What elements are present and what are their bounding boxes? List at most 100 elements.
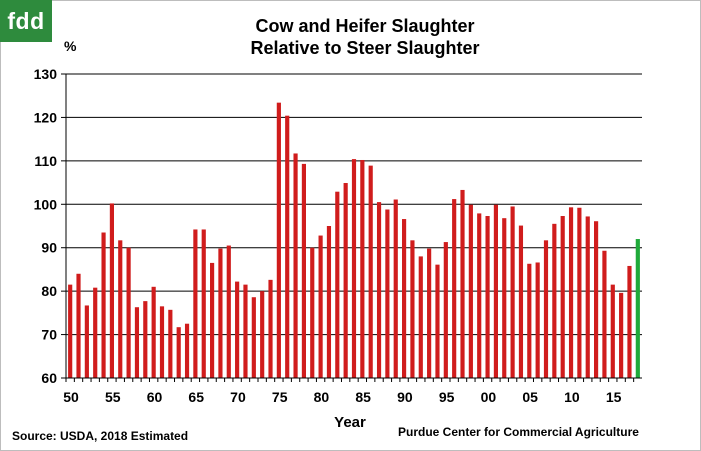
bar-1950 xyxy=(68,284,73,378)
y-tick-label: 120 xyxy=(34,109,58,125)
logo-text: fdd xyxy=(7,7,45,34)
bar-1952 xyxy=(84,305,89,378)
x-tick-label: 50 xyxy=(63,389,79,405)
bar-1951 xyxy=(76,273,81,378)
chart-title-line2: Relative to Steer Slaughter xyxy=(250,38,480,58)
x-tick-label: 00 xyxy=(481,389,497,405)
bar-1989 xyxy=(393,199,398,378)
y-tick-label: 70 xyxy=(41,327,57,343)
bar-1994 xyxy=(435,264,440,378)
bar-2011 xyxy=(577,207,582,378)
x-tick-label: 65 xyxy=(188,389,204,405)
x-tick-label: 75 xyxy=(272,389,288,405)
x-tick-label: 80 xyxy=(314,389,330,405)
bar-2009 xyxy=(560,216,565,378)
bar-1987 xyxy=(376,202,382,378)
x-tick-labels: 50 55 60 65 70 75 80 85 90 95 00 05 10 15 xyxy=(63,389,621,405)
bar-1975 xyxy=(276,102,281,378)
chart-title: Cow and Heifer Slaughter Relative to Ste… xyxy=(165,15,565,59)
bar-1971 xyxy=(243,284,248,378)
bar-2006 xyxy=(535,262,540,378)
bar-1962 xyxy=(168,309,173,378)
bar-1963 xyxy=(176,327,181,378)
bar-1968 xyxy=(218,248,223,378)
bar-1993 xyxy=(427,248,432,378)
source-note: Source: USDA, 2018 Estimated xyxy=(12,429,189,443)
bar-1972 xyxy=(251,297,256,378)
axes xyxy=(61,73,642,382)
bar-2004 xyxy=(518,225,524,378)
bar-2000 xyxy=(485,216,490,378)
x-tick-label: 70 xyxy=(230,389,246,405)
bar-1978 xyxy=(301,163,306,378)
bar-1999 xyxy=(477,213,482,378)
bar-1969 xyxy=(226,245,231,378)
bar-1988 xyxy=(385,209,390,378)
x-tick-label: 15 xyxy=(606,389,622,405)
bar-1966 xyxy=(201,229,206,378)
bar-1958 xyxy=(134,307,140,378)
bar-1970 xyxy=(235,281,240,378)
bar-1992 xyxy=(418,256,423,378)
chart-title-line1: Cow and Heifer Slaughter xyxy=(255,16,475,36)
x-tick-label: 60 xyxy=(147,389,163,405)
bar-1954 xyxy=(101,232,106,378)
x-tick-label: 90 xyxy=(397,389,413,405)
bar-1961 xyxy=(159,306,165,378)
bar-1983 xyxy=(343,183,348,378)
y-tick-label: 90 xyxy=(41,240,57,256)
bar-2010 xyxy=(568,207,574,378)
bar-1986 xyxy=(368,165,373,378)
bar-2018 xyxy=(635,239,640,378)
bar-1967 xyxy=(210,262,215,378)
bar-2008 xyxy=(552,223,557,378)
bar-1984 xyxy=(351,159,357,378)
bar-1979 xyxy=(310,247,315,378)
y-tick-label: 60 xyxy=(41,370,57,386)
bar-1956 xyxy=(118,240,123,378)
bar-1985 xyxy=(360,159,365,378)
x-tick-label: 55 xyxy=(105,389,121,405)
x-tick-label: 95 xyxy=(439,389,455,405)
bar-1957 xyxy=(126,247,131,378)
y-axis-unit-label: % xyxy=(64,38,77,54)
bar-1960 xyxy=(151,286,156,378)
bar-1959 xyxy=(143,301,148,378)
bar-1991 xyxy=(410,240,415,378)
bar-2007 xyxy=(543,240,549,378)
bar-2016 xyxy=(619,292,624,378)
bar-2017 xyxy=(627,265,632,378)
bar-1977 xyxy=(293,153,298,378)
bar-2005 xyxy=(527,263,532,378)
bar-2013 xyxy=(594,221,599,378)
x-tick-label: 10 xyxy=(564,389,580,405)
bar-1996 xyxy=(452,199,457,378)
bar-1974 xyxy=(268,279,273,378)
bar-1955 xyxy=(109,203,114,378)
bar-2003 xyxy=(510,206,515,378)
credit-note: Purdue Center for Commercial Agriculture xyxy=(398,425,639,439)
bar-1964 xyxy=(184,323,190,378)
bar-1981 xyxy=(326,226,332,378)
bar-1980 xyxy=(318,235,323,378)
bar-2014 xyxy=(602,250,607,378)
bar-2002 xyxy=(502,218,507,378)
bar-1953 xyxy=(93,287,98,378)
bar-2001 xyxy=(493,204,498,378)
bar-1973 xyxy=(260,291,265,378)
bar-1990 xyxy=(402,219,407,378)
y-tick-labels: 60 70 80 90 100 110 120 130 xyxy=(34,66,58,386)
y-tick-label: 80 xyxy=(41,283,57,299)
bar-1965 xyxy=(193,229,198,378)
fdd-logo: fdd xyxy=(0,0,52,42)
bar-1997 xyxy=(460,189,465,378)
bar-2012 xyxy=(585,216,590,378)
x-tick-label: 85 xyxy=(355,389,371,405)
y-tick-label: 130 xyxy=(34,66,58,82)
bar-2015 xyxy=(610,284,615,378)
bar-1982 xyxy=(335,191,340,378)
bars xyxy=(68,102,640,378)
bar-1995 xyxy=(443,242,448,378)
